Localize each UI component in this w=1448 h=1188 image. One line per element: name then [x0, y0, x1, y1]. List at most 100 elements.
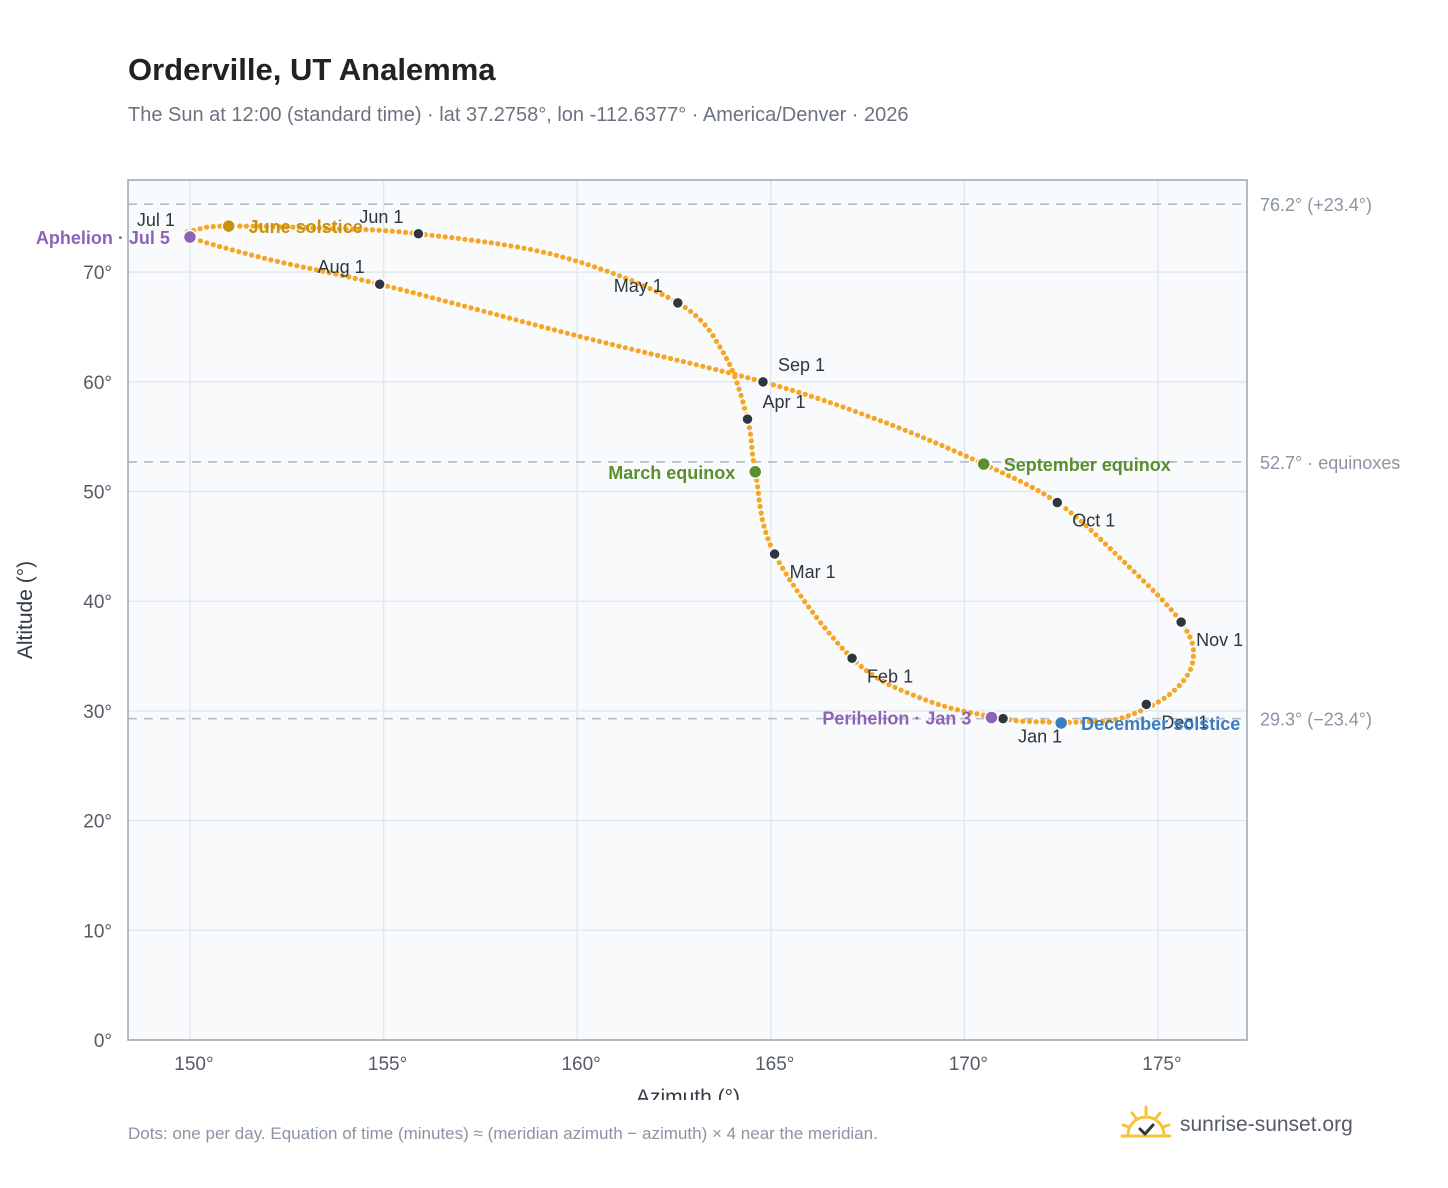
- daily-dot: [534, 248, 540, 254]
- x-tick-label: 175°: [1142, 1054, 1181, 1075]
- daily-dot: [391, 285, 397, 291]
- daily-dot: [494, 312, 500, 318]
- daily-dot: [474, 307, 480, 313]
- x-tick-label: 155°: [368, 1054, 407, 1075]
- daily-dot: [702, 322, 708, 328]
- daily-dot: [693, 362, 699, 368]
- daily-dot: [592, 264, 598, 270]
- daily-dot: [263, 223, 269, 230]
- daily-dot: [590, 337, 596, 343]
- daily-dot: [859, 411, 865, 417]
- analemma-path: [184, 223, 1196, 726]
- daily-dot: [727, 361, 733, 367]
- daily-dot: [330, 225, 336, 232]
- daily-dot: [307, 265, 313, 271]
- daily-dot: [661, 354, 667, 360]
- daily-dot: [532, 322, 538, 328]
- daily-dot: [904, 690, 910, 696]
- daily-dot: [1184, 672, 1190, 678]
- daily-dot: [688, 308, 694, 314]
- daily-dot: [609, 341, 616, 348]
- daily-dot: [551, 327, 558, 333]
- month-marker: [1051, 496, 1064, 509]
- daily-dot: [717, 344, 723, 350]
- y-tick-label: 70°: [83, 263, 112, 284]
- daily-dot: [539, 324, 545, 330]
- daily-dot: [635, 348, 641, 354]
- daily-dot: [616, 273, 623, 279]
- daily-dot: [761, 523, 767, 529]
- daily-dot: [545, 325, 551, 331]
- daily-dot: [687, 360, 693, 366]
- month-label: Feb 1: [867, 666, 913, 686]
- event-label: December solstice: [1081, 714, 1240, 734]
- daily-dot: [765, 536, 771, 542]
- y-tick-label: 10°: [83, 921, 112, 942]
- event-label: Perihelion · Jan 3: [822, 709, 971, 729]
- daily-dot: [261, 255, 268, 261]
- month-label: Jun 1: [359, 207, 403, 227]
- daily-dot: [1020, 718, 1026, 724]
- daily-dot: [604, 268, 610, 274]
- month-marker: [756, 375, 770, 389]
- daily-dot: [1073, 719, 1079, 725]
- daily-dot: [1117, 555, 1123, 561]
- daily-dot: [653, 288, 659, 295]
- plot-frame: [127, 179, 1248, 1041]
- daily-dot: [603, 340, 609, 346]
- daily-dot: [1078, 518, 1084, 524]
- daily-dot: [553, 252, 560, 258]
- daily-dot: [482, 239, 488, 245]
- daily-dot: [468, 305, 474, 311]
- daily-dot: [540, 249, 547, 255]
- month-label: Oct 1: [1072, 511, 1115, 531]
- daily-dot: [323, 225, 329, 231]
- daily-dot: [270, 224, 276, 230]
- daily-dot: [629, 278, 635, 284]
- daily-dot: [818, 620, 824, 626]
- daily-dot: [339, 272, 345, 278]
- daily-dot: [1063, 506, 1069, 512]
- daily-dot: [1136, 573, 1142, 579]
- daily-dot: [290, 224, 296, 230]
- event-label: Aphelion · Jul 5: [36, 228, 170, 248]
- daily-dot: [719, 368, 725, 374]
- daily-dot: [835, 640, 841, 646]
- daily-dot: [740, 399, 746, 405]
- daily-dot: [776, 560, 782, 566]
- daily-dot: [584, 335, 590, 341]
- daily-dot: [250, 223, 256, 229]
- daily-dot: [790, 582, 797, 588]
- daily-dot: [908, 430, 914, 436]
- daily-dot: [610, 270, 616, 277]
- daily-dot: [242, 250, 248, 256]
- brand-logo[interactable]: sunrise-sunset.org: [1120, 1100, 1353, 1150]
- month-label: Apr 1: [763, 392, 806, 412]
- reference-line-label: 52.7° · equinoxes: [1260, 453, 1400, 473]
- reference-line-label: 29.3° (−23.4°): [1260, 710, 1372, 730]
- daily-dot: [1161, 695, 1167, 702]
- daily-dot: [1166, 691, 1173, 698]
- daily-dot: [777, 384, 783, 390]
- daily-dot: [815, 395, 821, 401]
- daily-dot: [814, 614, 820, 621]
- event-marker: [984, 710, 999, 725]
- daily-dot: [303, 225, 309, 231]
- daily-dot: [397, 286, 403, 292]
- daily-dot: [501, 242, 507, 248]
- daily-dot: [629, 346, 635, 352]
- daily-dot: [713, 338, 720, 344]
- daily-dot: [830, 635, 837, 641]
- daily-dot: [313, 267, 319, 273]
- daily-dot: [623, 275, 629, 281]
- daily-dot: [1131, 710, 1138, 717]
- daily-dot: [1017, 478, 1024, 484]
- plot-background: [128, 180, 1247, 1040]
- daily-dot: [197, 238, 204, 244]
- daily-dot: [910, 692, 917, 698]
- daily-dot: [923, 697, 929, 703]
- daily-dot: [336, 226, 342, 232]
- daily-dot: [320, 268, 326, 274]
- daily-dot: [710, 333, 716, 339]
- daily-dot: [616, 343, 622, 349]
